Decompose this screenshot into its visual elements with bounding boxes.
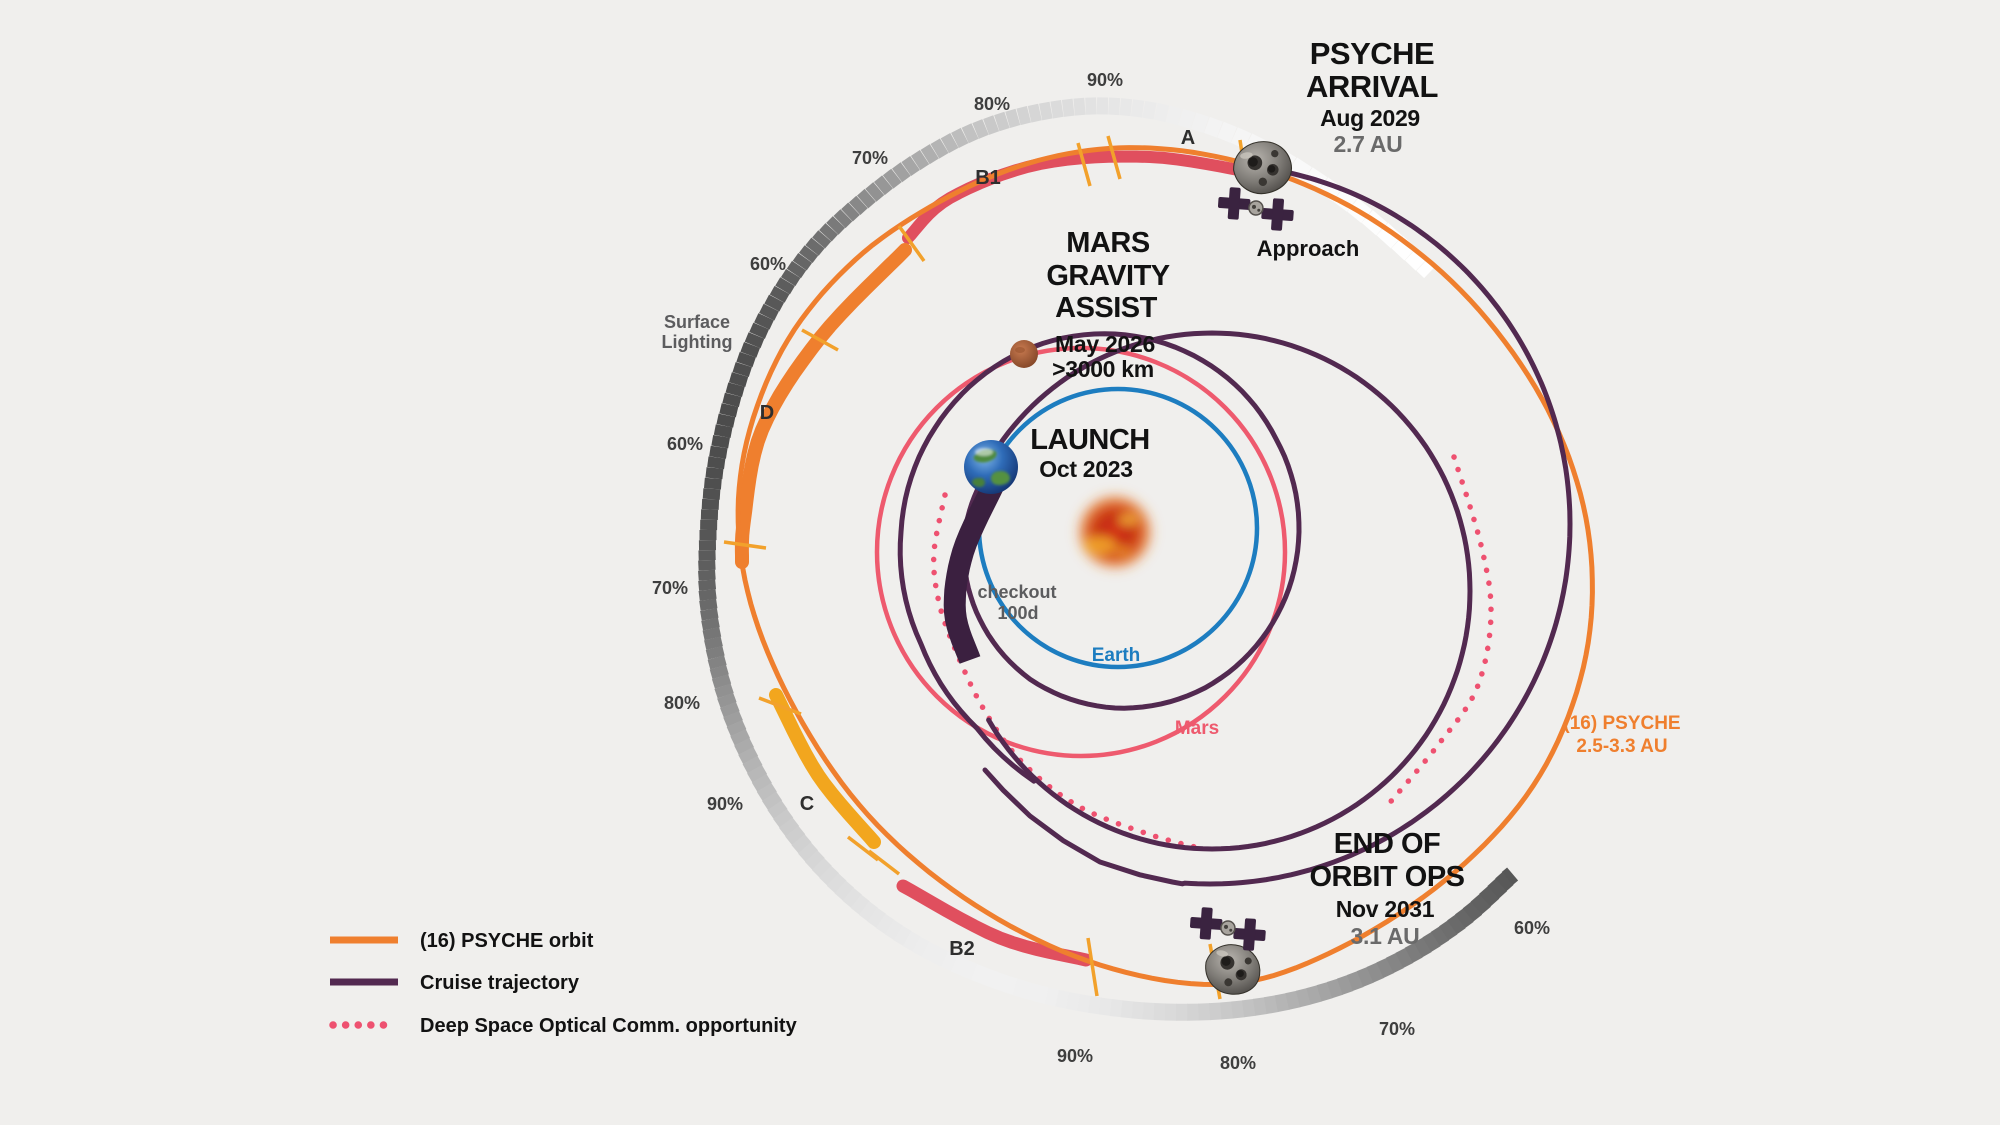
phase-label-c: C [800, 793, 814, 815]
phase-label-a: A [1181, 127, 1195, 149]
cruise-trajectory-outer-arc [982, 167, 1573, 887]
mga-title-line3: ASSIST [1055, 292, 1158, 324]
phase-tick [1086, 937, 1099, 997]
phase-tick [1106, 135, 1122, 180]
milestone-psyche-arrival: PSYCHE ARRIVAL Aug 2029 2.7 AU [1306, 36, 1438, 157]
phase-band-c [769, 688, 881, 849]
psyche-orbit-range-label: (16) PSYCHE 2.5-3.3 AU [1563, 713, 1680, 757]
phase-tick [897, 224, 926, 263]
surface-lighting-line1: Surface [664, 312, 730, 332]
mga-title-line1: MARS [1066, 227, 1150, 259]
phase-band-d [734, 243, 912, 569]
checkout-label-line1: checkout [977, 582, 1056, 602]
spacecraft-icon-end-ops [1189, 907, 1266, 951]
launch-date: Oct 2023 [1039, 456, 1133, 482]
percent-label: 60% [750, 254, 786, 274]
phase-band-a-b1 [902, 150, 1256, 244]
earth-image [964, 440, 1018, 494]
legend-label-psyche-orbit: (16) PSYCHE orbit [420, 930, 594, 952]
arrival-distance: 2.7 AU [1334, 131, 1403, 157]
orbit-phase-labels: A B1 D C B2 [760, 127, 1195, 960]
milestone-mars-gravity-assist: MARS GRAVITY ASSIST May 2026 >3000 km [1046, 227, 1170, 382]
psyche-orbit-label-line2: 2.5-3.3 AU [1576, 736, 1667, 757]
spacecraft-icon-approach [1217, 187, 1294, 231]
approach-label: Approach [1257, 236, 1360, 261]
checkout-phase-segment [943, 481, 1003, 664]
mars-orbit-path [874, 345, 1288, 759]
percent-label: 90% [1087, 70, 1123, 90]
mga-distance: >3000 km [1052, 356, 1154, 382]
cruise-trajectory-paths [897, 167, 1573, 887]
percent-label: 60% [667, 434, 703, 454]
arrival-title-line1: PSYCHE [1310, 36, 1434, 71]
phase-label-b2: B2 [949, 938, 975, 960]
percent-label: 80% [1220, 1053, 1256, 1073]
phase-tick [758, 696, 802, 716]
end-ops-date: Nov 2031 [1336, 896, 1435, 922]
phase-tick [723, 540, 767, 550]
end-ops-title-line1: END OF [1334, 828, 1441, 860]
percent-label: 70% [1379, 1019, 1415, 1039]
launch-title: LAUNCH [1030, 424, 1149, 456]
phase-tick [801, 328, 839, 352]
phase-label-b1: B1 [975, 167, 1001, 189]
orbit-paths [723, 135, 1595, 1000]
phase-label-d: D [760, 402, 774, 424]
sun-image [1073, 490, 1157, 574]
psyche-orbit-label-line1: (16) PSYCHE [1563, 713, 1680, 734]
mga-title-line2: GRAVITY [1046, 260, 1169, 292]
phase-tick [867, 849, 901, 876]
percent-label: 80% [974, 94, 1010, 114]
percent-label: 90% [707, 794, 743, 814]
mars-orbit-label: Mars [1175, 718, 1219, 739]
cruise-trajectory-inner-spiral [897, 331, 1302, 784]
end-ops-title-line2: ORBIT OPS [1309, 861, 1464, 893]
phase-band-b2 [896, 879, 1093, 967]
legend-label-cruise-trajectory: Cruise trajectory [420, 972, 580, 994]
checkout-label-line2: 100d [997, 603, 1038, 623]
surface-lighting-label: Surface Lighting [662, 312, 733, 352]
psyche-orbit-path [735, 145, 1595, 988]
percent-label: 90% [1057, 1046, 1093, 1066]
dsoc-opportunity-arc-2 [1384, 454, 1494, 809]
legend-label-dsoc: Deep Space Optical Comm. opportunity [420, 1015, 798, 1037]
milestone-end-of-orbit-ops: END OF ORBIT OPS Nov 2031 3.1 AU [1309, 828, 1465, 949]
surface-lighting-line2: Lighting [662, 332, 733, 352]
percent-label: 70% [652, 578, 688, 598]
percent-label: 70% [852, 148, 888, 168]
psyche-asteroid-image-arrival [1233, 141, 1293, 195]
arrival-date: Aug 2029 [1320, 105, 1420, 131]
phase-tick [1076, 142, 1092, 187]
arrival-title-line2: ARRIVAL [1306, 69, 1438, 104]
mga-date: May 2026 [1055, 331, 1155, 357]
end-ops-distance: 3.1 AU [1351, 923, 1420, 949]
percent-label: 60% [1514, 918, 1550, 938]
dsoc-opportunity-arc-1 [930, 492, 1206, 852]
cruise-trajectory-transfer-loop [986, 330, 1473, 852]
percent-label: 80% [664, 693, 700, 713]
legend: (16) PSYCHE orbit Cruise trajectory Deep… [329, 930, 798, 1037]
earth-orbit-label: Earth [1092, 645, 1141, 666]
mars-image [1010, 340, 1038, 368]
surface-lighting-percents: 90% 80% 70% 60% 60% 70% 80% 90% 90% 80% … [652, 70, 1550, 1073]
psyche-asteroid-image-end-ops [1205, 944, 1261, 995]
milestone-launch: LAUNCH Oct 2023 [1030, 424, 1150, 482]
